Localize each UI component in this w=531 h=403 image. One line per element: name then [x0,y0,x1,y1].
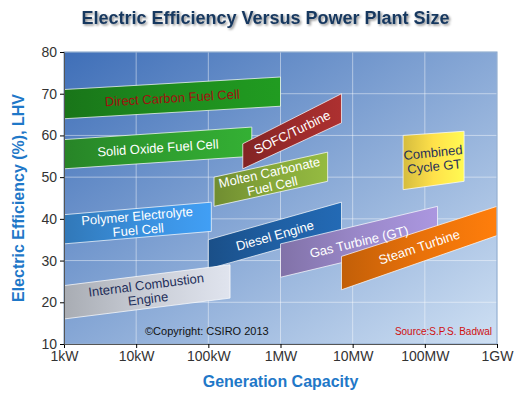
band [64,127,252,169]
y-tick-mark [60,177,64,178]
band-labels: Direct Carbon Fuel Cell Solid Oxide Fuel … [81,87,465,314]
x-tick: 10MW [333,344,374,364]
band-label-line: Fuel Cell [112,220,164,239]
x-tick-label: 10kW [119,348,156,364]
band-label: SOFC/Turbine [251,107,333,157]
x-tick-label: 100MW [401,348,450,364]
x-tick: 10kW [119,344,156,364]
y-tick: 50 [41,169,64,185]
y-tick-label: 40 [41,211,57,227]
y-axis: 10 20 30 40 50 60 70 80 [41,44,64,352]
band [64,77,281,119]
band-label-line: Direct Carbon Fuel Cell [104,87,240,110]
x-tick-label: 1GW [482,348,515,364]
y-axis-line [60,53,65,345]
x-tick: 1MW [265,344,298,364]
x-tick-label: 1MW [265,348,298,364]
y-tick: 60 [41,127,64,143]
band-label: Internal CombustionEngine [88,270,207,313]
y-tick: 40 [41,211,64,227]
y-tick-mark [60,94,64,95]
grid-line [424,52,425,344]
band-label: Diesel Engine [234,217,315,253]
y-tick-label: 70 [41,86,57,102]
band [214,152,328,206]
y-tick: 20 [41,294,64,310]
grid [64,52,497,344]
band [64,265,230,319]
y-tick-mark [60,219,64,220]
x-tick-label: 10MW [333,348,374,364]
grid-line [352,52,353,344]
y-tick: 70 [41,86,64,102]
y-tick-label: 30 [41,253,57,269]
band [403,131,464,189]
band-label-line: Solid Oxide Fuel Cell [97,136,219,159]
band-label-line: Cycle GT [407,156,462,176]
x-axis-title: Generation Capacity [203,373,359,390]
band-label: CombinedCycle GT [403,142,465,177]
y-tick-label: 20 [41,294,57,310]
band-label-line: Engine [127,289,169,309]
y-tick-mark [60,52,64,53]
band [64,202,211,244]
plot-frame [64,52,497,344]
band-label-line: SOFC/Turbine [251,107,333,157]
y-tick-label: 80 [41,44,57,60]
x-tick-label: 100kW [187,348,231,364]
annotation: ©Copyright: CSIRO 2013 [145,325,269,337]
y-tick-mark [60,135,64,136]
x-tick: 100kW [187,344,231,364]
title: Electric Efficiency Versus Power Plant S… [81,8,449,28]
band-label: Steam Turbine [377,227,462,268]
y-axis-title: Electric Efficiency (%), LHV [10,94,27,302]
band-label-line: Fuel Cell [246,173,299,199]
band-label: Direct Carbon Fuel Cell [104,87,240,110]
y-tick-mark [60,261,64,262]
chart: Direct Carbon Fuel Cell Solid Oxide Fuel … [0,0,531,403]
plot-background [64,52,497,344]
band-label: Polymer ElectrolyteFuel Cell [81,204,195,242]
x-axis: 1kW10kW100kW1MW10MW100MW1GW [51,344,515,364]
band-label-line: Steam Turbine [377,227,462,268]
y-tick: 30 [41,253,64,269]
y-tick-label: 10 [41,336,57,352]
y-tick-mark [60,344,64,345]
band-label-line: Diesel Engine [234,217,315,253]
y-tick-label: 60 [41,127,57,143]
band-label: Solid Oxide Fuel Cell [97,136,219,159]
y-tick: 80 [41,44,64,60]
band-label: Molten CarbonateFuel Cell [217,154,324,205]
annotation: Source:S.P.S. Badwal [395,326,492,337]
x-tick: 1GW [482,344,515,364]
y-tick: 10 [41,336,64,352]
y-tick-mark [60,302,64,303]
x-tick: 100MW [401,344,450,364]
y-tick-label: 50 [41,169,57,185]
bands [64,77,497,319]
